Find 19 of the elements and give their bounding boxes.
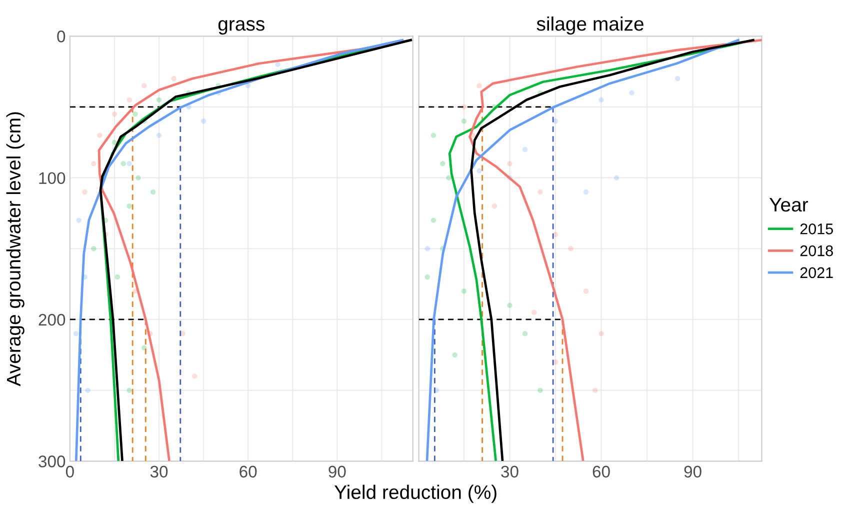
y-tick-label: 300: [38, 456, 66, 468]
x-axis-title: Yield reduction (%): [334, 484, 496, 503]
x-tick-label: 30: [501, 466, 518, 478]
legend-label: 2018: [800, 245, 833, 256]
chart-title: silage maize: [536, 16, 644, 35]
chart-title: grass: [218, 20, 264, 35]
x-tick-label: 90: [684, 466, 702, 478]
legend-title: Year: [769, 198, 808, 212]
x-tick-label: 60: [592, 466, 610, 478]
y-axis-title: Average groundwater level (cm): [6, 112, 24, 386]
x-tick-label: 90: [328, 466, 346, 478]
y-tick-label: 100: [39, 172, 66, 184]
x-tick-label: 60: [240, 466, 257, 478]
legend-label: 2015: [800, 224, 833, 234]
legend-label: 2021: [800, 267, 833, 278]
y-tick-label: 0: [57, 30, 66, 42]
y-tick-label: 200: [38, 314, 66, 326]
x-tick-label: 30: [150, 466, 168, 478]
x-tick-label: 0: [66, 466, 74, 478]
